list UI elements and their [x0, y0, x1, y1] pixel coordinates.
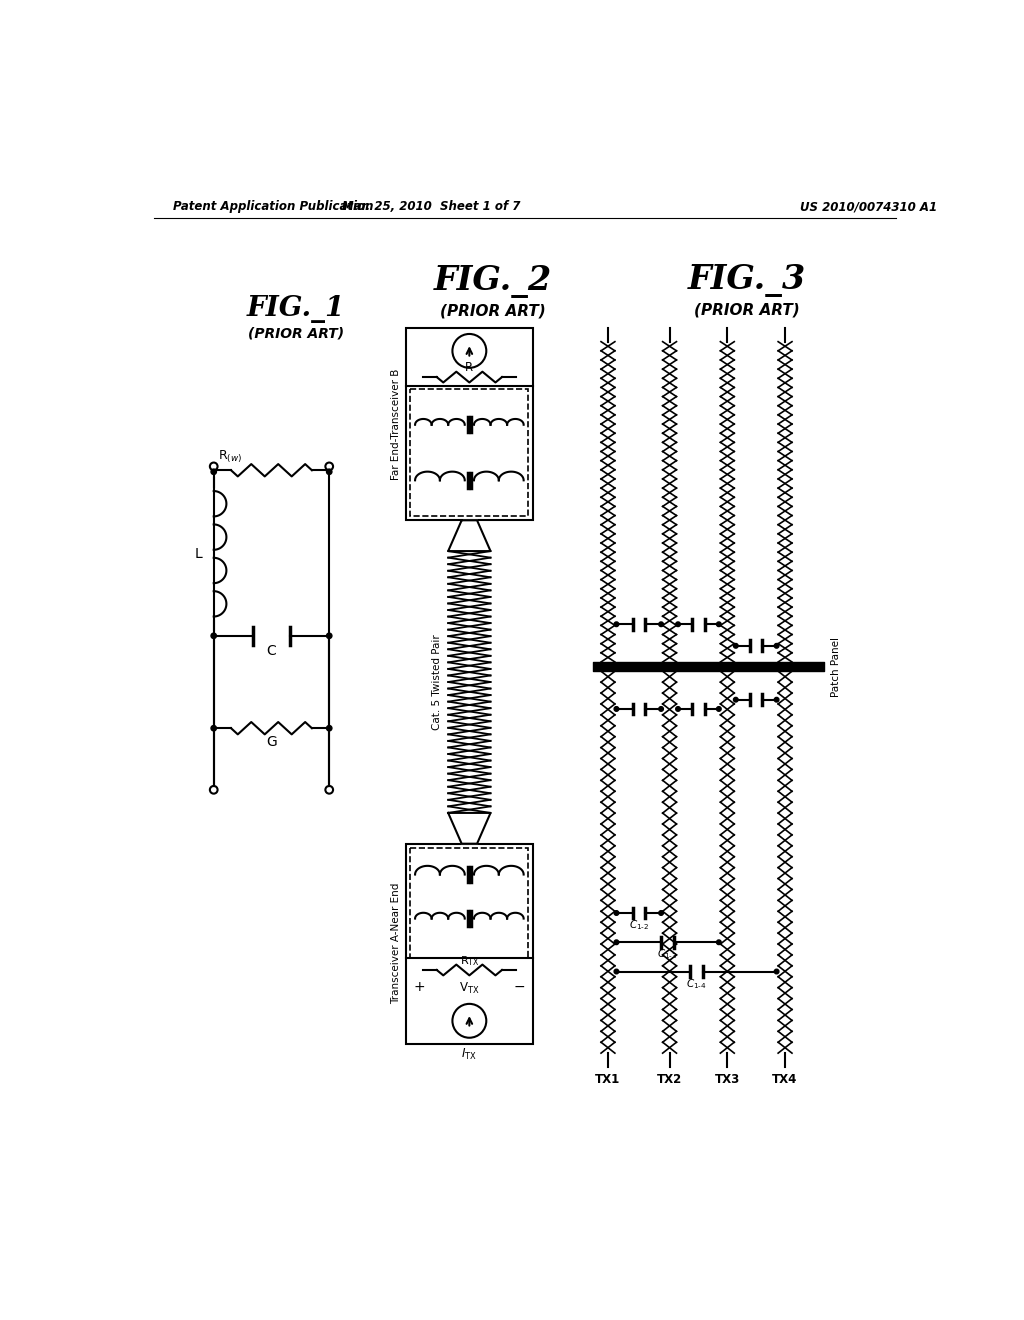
Text: +: +	[414, 979, 426, 994]
Circle shape	[614, 940, 618, 945]
Bar	[406, 843, 532, 1044]
Circle shape	[614, 969, 618, 974]
Text: G: G	[266, 735, 276, 748]
Circle shape	[327, 469, 332, 474]
Circle shape	[774, 969, 779, 974]
Text: TX2: TX2	[657, 1073, 682, 1086]
Circle shape	[774, 697, 779, 702]
Text: TX1: TX1	[595, 1073, 621, 1086]
Text: Far End-Transceiver B: Far End-Transceiver B	[391, 368, 401, 479]
Text: C: C	[266, 644, 276, 659]
Circle shape	[774, 644, 779, 648]
Polygon shape	[449, 813, 490, 843]
Circle shape	[717, 940, 721, 945]
Text: TX4: TX4	[772, 1073, 798, 1086]
Circle shape	[676, 622, 680, 627]
Text: FIG._1: FIG._1	[247, 294, 345, 322]
Text: (PRIOR ART): (PRIOR ART)	[439, 304, 546, 318]
Circle shape	[211, 726, 216, 731]
Text: L: L	[195, 546, 202, 561]
Polygon shape	[449, 520, 490, 552]
Text: Patent Application Publication: Patent Application Publication	[173, 201, 374, 214]
Bar	[411, 849, 528, 958]
Circle shape	[327, 726, 332, 731]
Text: Patch Panel: Patch Panel	[831, 636, 842, 697]
Circle shape	[614, 706, 618, 711]
Text: R$_{(w)}$: R$_{(w)}$	[217, 449, 242, 465]
Text: FIG._3: FIG._3	[687, 264, 806, 297]
Bar	[406, 327, 532, 520]
Circle shape	[658, 911, 664, 915]
Text: $C_{1\text{-}2}$: $C_{1\text{-}2}$	[629, 919, 649, 932]
Text: $I_{\rm TX}$: $I_{\rm TX}$	[462, 1047, 477, 1063]
Text: TX3: TX3	[715, 1073, 740, 1086]
Text: FIG._2: FIG._2	[433, 265, 552, 298]
Text: $C_{1\text{-}4}$: $C_{1\text{-}4}$	[686, 977, 707, 991]
Text: R: R	[465, 362, 473, 375]
Circle shape	[733, 644, 738, 648]
Circle shape	[658, 622, 664, 627]
Text: R$_{\rm TX}$: R$_{\rm TX}$	[460, 954, 479, 968]
Text: Transceiver A-Near End: Transceiver A-Near End	[391, 883, 401, 1005]
Circle shape	[327, 634, 332, 639]
Circle shape	[211, 469, 216, 474]
Text: $C_{1\text{-}3}$: $C_{1\text{-}3}$	[657, 948, 678, 961]
Bar	[411, 389, 528, 516]
Text: Cat. 5 Twisted Pair: Cat. 5 Twisted Pair	[432, 634, 442, 730]
Circle shape	[614, 911, 618, 915]
Circle shape	[211, 634, 216, 639]
Circle shape	[717, 706, 721, 711]
Text: (PRIOR ART): (PRIOR ART)	[693, 302, 800, 318]
Text: (PRIOR ART): (PRIOR ART)	[248, 327, 344, 341]
Circle shape	[717, 622, 721, 627]
Circle shape	[614, 622, 618, 627]
Circle shape	[733, 697, 738, 702]
Circle shape	[676, 706, 680, 711]
Text: US 2010/0074310 A1: US 2010/0074310 A1	[801, 201, 938, 214]
Circle shape	[658, 706, 664, 711]
Text: −: −	[513, 979, 525, 994]
Text: V$_{\rm TX}$: V$_{\rm TX}$	[459, 981, 479, 997]
Text: Mar. 25, 2010  Sheet 1 of 7: Mar. 25, 2010 Sheet 1 of 7	[342, 201, 520, 214]
